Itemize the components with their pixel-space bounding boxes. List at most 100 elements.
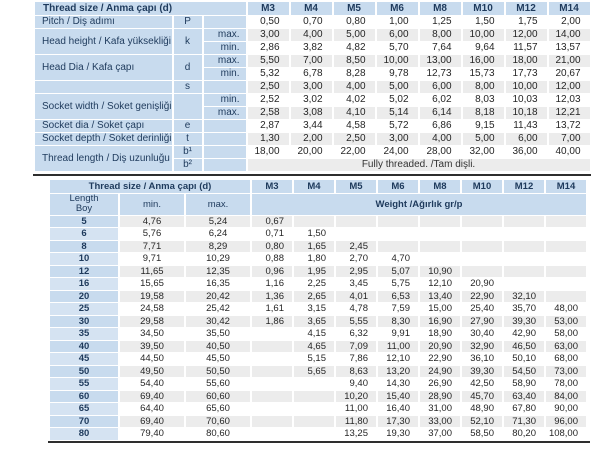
size-header-M14: M14 xyxy=(548,2,590,15)
dimension-value-M14: 12,21 xyxy=(548,107,590,119)
weight-M8: 12,10 xyxy=(420,278,460,290)
length-row-6: 6 5,76 6,24 0,71 1,50 xyxy=(50,228,586,240)
weight-M10: 22,90 xyxy=(462,290,502,303)
weight-M4: 4,65 xyxy=(294,340,334,353)
weight-M6: 19,30 xyxy=(378,428,418,440)
length-value: 5 xyxy=(50,215,118,228)
length-value: 55 xyxy=(50,378,118,390)
dimension-value-M6: 3,00 xyxy=(376,133,418,145)
weight-M4 xyxy=(294,403,334,415)
dimension-row: Socket width / Soket genişliği min. 2,52 3,… xyxy=(35,94,590,119)
size-header-bottom-M3: M3 xyxy=(252,180,292,193)
dimension-value-M6: 5,72 xyxy=(376,120,418,132)
weight-M3 xyxy=(252,365,292,378)
dimension-value-M3: 0,50 xyxy=(247,16,289,28)
dimension-value-M10: 8,00 xyxy=(462,81,504,93)
weight-M10: 48,90 xyxy=(462,403,502,415)
dimension-value-M3: 2,58 xyxy=(247,107,289,119)
weight-M5: 2,45 xyxy=(336,240,376,253)
weight-M10: 58,50 xyxy=(462,428,502,440)
weight-M5: 11,00 xyxy=(336,403,376,415)
length-max: 10,29 xyxy=(186,253,250,265)
length-row-12: 12 11,65 12,35 0,96 1,95 2,95 5,07 10,90 xyxy=(50,265,586,278)
dimension-value-M3: 2,87 xyxy=(247,120,289,132)
dimension-row: Socket dia / Soket çapı e 2,87 3,44 4,58 5,72… xyxy=(35,120,590,132)
dimension-row: Pitch / Diş adımı P 0,50 0,70 0,80 1,00 1,25 1,… xyxy=(35,16,590,28)
weight-M12: 58,90 xyxy=(504,378,544,390)
weight-M12 xyxy=(504,228,544,240)
dimension-value-M12: 12,00 xyxy=(505,29,547,41)
weight-M12 xyxy=(504,253,544,265)
weight-M14: 96,00 xyxy=(546,415,586,428)
dimension-row: Socket depth / Soket derinliği t 1,30 2,00 2… xyxy=(35,133,590,145)
dimension-value-M12: 17,73 xyxy=(505,68,547,80)
weight-M10 xyxy=(462,215,502,228)
weight-M10 xyxy=(462,240,502,253)
dimension-label: Socket depth / Soket derinliği xyxy=(35,133,172,145)
dimension-value-M4: 6,78 xyxy=(290,68,332,80)
length-value: 40 xyxy=(50,340,118,353)
length-max: 20,42 xyxy=(186,290,250,303)
dimension-value-M5: 4,02 xyxy=(333,94,375,106)
dimension-value-M10: 32,00 xyxy=(462,146,504,158)
length-min: 44,50 xyxy=(120,353,184,365)
weight-M3: 0,88 xyxy=(252,253,292,265)
dimension-value-M4: 2,00 xyxy=(290,133,332,145)
max-column-header: max. xyxy=(186,194,250,215)
dimension-value-M6: 5,70 xyxy=(376,42,418,54)
weight-M8: 31,00 xyxy=(420,403,460,415)
weight-M5: 6,32 xyxy=(336,328,376,340)
size-header-M12: M12 xyxy=(505,2,547,15)
weight-M14: 48,00 xyxy=(546,303,586,315)
length-row-80: 80 79,40 80,60 13,25 19,30 37,00 58,50 80,20 108… xyxy=(50,428,586,440)
weight-M6 xyxy=(378,215,418,228)
weight-M4: 3,65 xyxy=(294,315,334,328)
dimension-value-M12: 36,00 xyxy=(505,146,547,158)
length-max: 65,60 xyxy=(186,403,250,415)
weight-M4 xyxy=(294,215,334,228)
length-row-55: 55 54,40 55,60 9,40 14,30 26,90 42,50 58,90 78,0… xyxy=(50,378,586,390)
weight-M6: 11,00 xyxy=(378,340,418,353)
dimension-value-M8: 4,00 xyxy=(419,133,461,145)
length-min: 19,58 xyxy=(120,290,184,303)
dimension-value-M14: 21,00 xyxy=(548,55,590,67)
weight-M3 xyxy=(252,328,292,340)
dimension-value-M10: 9,15 xyxy=(462,120,504,132)
dimension-value-M10: 8,03 xyxy=(462,94,504,106)
length-row-65: 65 64,40 65,60 11,00 16,40 31,00 48,90 67,80 90,… xyxy=(50,403,586,415)
dimension-value-M3: 2,86 xyxy=(247,42,289,54)
weight-M6: 13,20 xyxy=(378,365,418,378)
weight-M5: 13,25 xyxy=(336,428,376,440)
weight-M6: 14,30 xyxy=(378,378,418,390)
dimension-value-M6: 5,00 xyxy=(376,81,418,93)
weight-M4: 1,95 xyxy=(294,265,334,278)
weight-M10: 36,10 xyxy=(462,353,502,365)
weight-M3: 1,36 xyxy=(252,290,292,303)
weight-M14: 90,00 xyxy=(546,403,586,415)
dimension-symbol: s xyxy=(173,81,202,93)
weight-M10: 30,40 xyxy=(462,328,502,340)
bottom-rule xyxy=(48,441,590,443)
dimension-row: Thread length / Diş uzunluğu b¹ 18,00 20,00… xyxy=(35,146,590,171)
dimension-value-M6: 6,00 xyxy=(376,29,418,41)
dimension-symbol xyxy=(173,94,202,119)
dimension-label: Socket dia / Soket çapı xyxy=(35,120,172,132)
weight-M4: 4,15 xyxy=(294,328,334,340)
length-max: 80,60 xyxy=(186,428,250,440)
length-max: 5,24 xyxy=(186,215,250,228)
weight-M6: 5,07 xyxy=(378,265,418,278)
length-row-25: 25 24,58 25,42 1,61 3,15 4,78 7,59 15,00 25,40 35… xyxy=(50,303,586,315)
weight-M5: 4,01 xyxy=(336,290,376,303)
dimension-symbol: b² xyxy=(173,159,202,171)
dimension-row: min. 5,32 6,78 8,28 9,78 12,73 15,73 17,73 20,67 xyxy=(35,68,590,80)
size-header-M10: M10 xyxy=(462,2,504,15)
dimension-value-M4: 20,00 xyxy=(290,146,332,158)
weight-M3 xyxy=(252,340,292,353)
weight-M3: 1,61 xyxy=(252,303,292,315)
length-max: 55,60 xyxy=(186,378,250,390)
length-max: 30,42 xyxy=(186,315,250,328)
dimension-value-M12: 10,00 xyxy=(505,81,547,93)
dimension-value-M4: 3,44 xyxy=(290,120,332,132)
dimension-value-M10: 15,73 xyxy=(462,68,504,80)
dimension-value-M12: 10,18 xyxy=(505,107,547,119)
